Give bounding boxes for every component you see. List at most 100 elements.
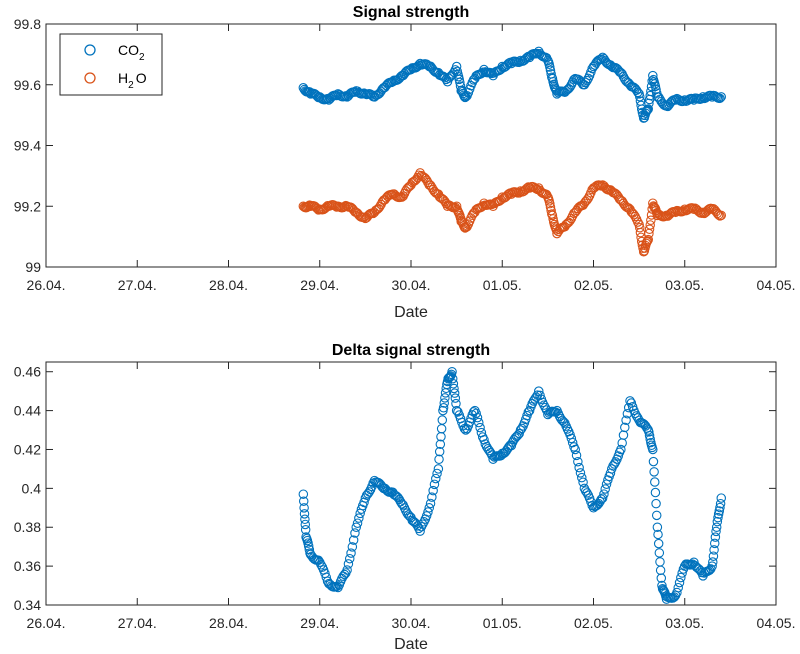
legend-box [59, 33, 163, 96]
data-point [447, 366, 457, 377]
data-point [618, 430, 629, 440]
data-point [449, 388, 460, 398]
data-point [656, 573, 667, 583]
data-point [709, 545, 719, 555]
data-point [565, 215, 575, 226]
data-point [629, 209, 639, 220]
data-point [352, 518, 363, 528]
chart-title: Signal strength [353, 4, 469, 21]
series-series-0 [298, 366, 726, 604]
data-point [472, 412, 483, 423]
data-point [566, 433, 577, 444]
data-point [316, 560, 326, 570]
data-point [643, 104, 653, 114]
legend-marker [84, 44, 96, 56]
legend-label: CO2 [118, 42, 145, 63]
data-point [364, 487, 375, 497]
chart-title: Delta signal strength [332, 342, 490, 359]
data-point [300, 519, 311, 530]
data-point [441, 383, 451, 394]
data-point [677, 206, 687, 217]
data-point [650, 487, 661, 498]
data-point [573, 456, 583, 467]
x-axis-label: Date [394, 636, 428, 653]
data-point [343, 559, 354, 569]
x-tick-label: 27.04. [118, 277, 157, 293]
data-point [424, 503, 434, 513]
data-point [565, 82, 575, 92]
data-point [522, 183, 532, 193]
data-point [633, 87, 643, 98]
data-point [339, 569, 350, 580]
data-point [582, 75, 592, 86]
y-tick-label: 0.36 [14, 558, 41, 574]
data-point [350, 528, 360, 538]
data-point [416, 521, 427, 532]
data-point [530, 183, 540, 193]
data-point [438, 403, 449, 413]
y-tick-label: 0.38 [14, 519, 41, 535]
x-tick-label: 28.04. [209, 615, 248, 631]
data-point [432, 468, 442, 479]
data-point [434, 454, 444, 465]
data-point [620, 422, 630, 433]
data-point [475, 422, 485, 433]
data-point [451, 61, 462, 72]
data-point [575, 468, 586, 478]
x-tick-label: 03.05. [665, 277, 704, 293]
x-tick-label: 02.05. [574, 277, 613, 293]
data-point [479, 435, 489, 445]
x-tick-label: 28.04. [209, 277, 248, 293]
data-point [623, 402, 634, 413]
data-point [713, 509, 724, 519]
data-point [524, 405, 535, 416]
data-point [299, 503, 309, 513]
y-tick-label: 0.4 [22, 480, 42, 496]
x-tick-label: 03.05. [665, 615, 704, 631]
data-point [298, 489, 309, 499]
data-point [300, 524, 311, 535]
data-point [652, 522, 663, 532]
y-tick-label: 99.2 [14, 198, 41, 214]
data-point [651, 510, 662, 521]
data-point [630, 211, 640, 222]
data-point [342, 565, 352, 575]
data-point [673, 582, 683, 593]
data-point [577, 472, 587, 483]
data-point [347, 542, 358, 552]
data-point [715, 498, 726, 509]
data-point [716, 92, 726, 102]
x-tick-label: 30.04. [392, 277, 431, 293]
data-point [417, 519, 428, 529]
data-point [298, 496, 309, 506]
x-tick-label: 30.04. [392, 615, 431, 631]
data-point [625, 396, 635, 406]
data-point [346, 548, 356, 558]
data-point [716, 493, 726, 503]
data-point [321, 572, 332, 583]
data-point [644, 224, 655, 235]
data-point [709, 538, 720, 549]
data-point [713, 512, 723, 523]
data-point [539, 400, 549, 410]
x-axis-label: Date [394, 304, 428, 321]
data-point [714, 506, 725, 516]
data-point [676, 572, 686, 583]
data-point [354, 513, 364, 523]
x-tick-label: 04.05. [757, 277, 796, 293]
data-point [447, 373, 458, 384]
data-point [653, 538, 664, 549]
data-point [655, 557, 665, 567]
data-point [338, 202, 348, 213]
data-point [650, 477, 660, 487]
data-point [657, 580, 667, 591]
data-point [651, 498, 661, 509]
data-point [567, 437, 578, 448]
data-point [707, 561, 717, 571]
data-point [708, 557, 718, 567]
data-point [344, 553, 355, 564]
data-point [677, 568, 687, 578]
